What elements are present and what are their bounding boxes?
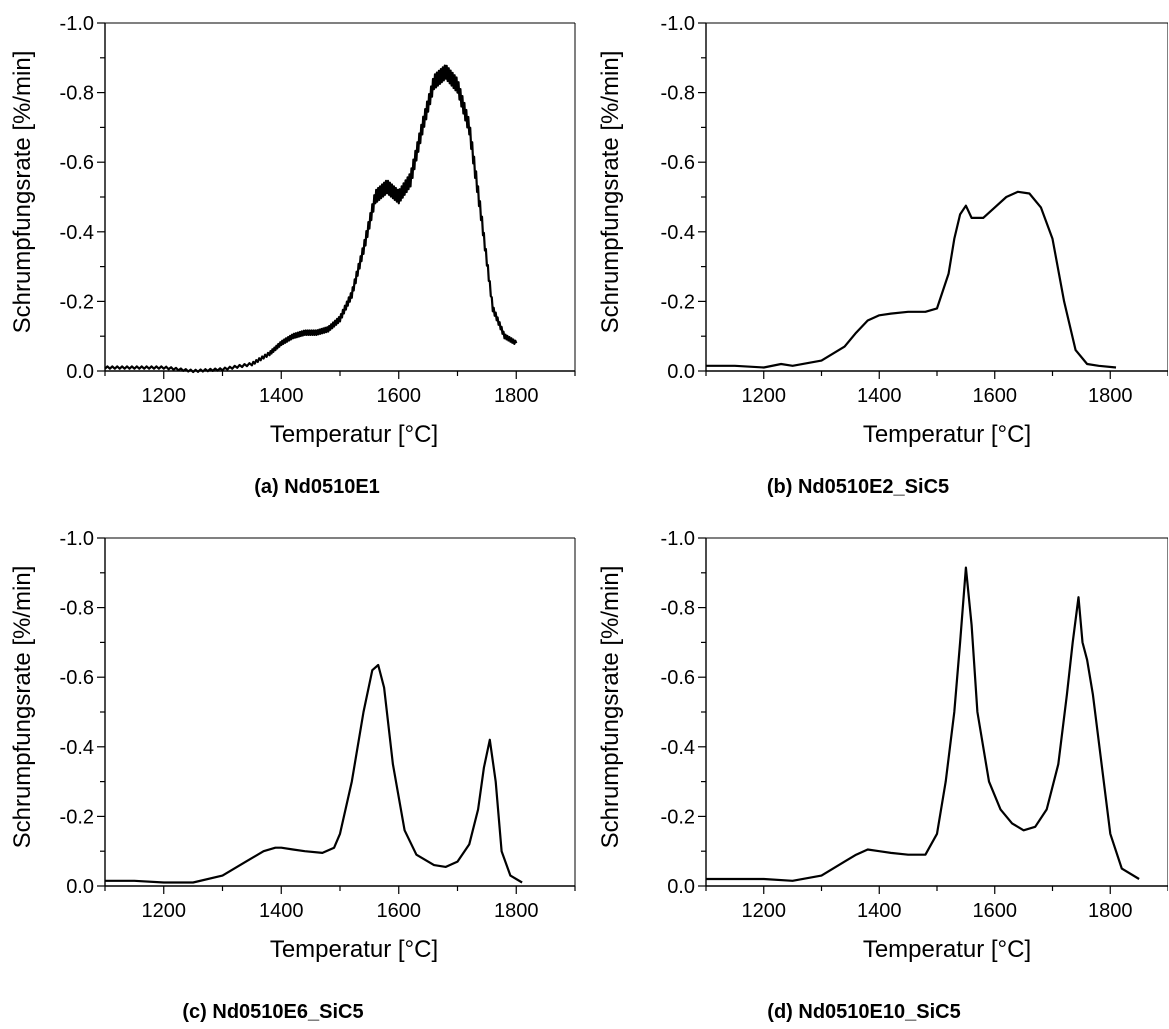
y-axis-label-a: Schrumpfungsrate [%/min] (9, 51, 36, 334)
x-tick-label-b-1800: 1800 (1088, 385, 1133, 407)
y-tick-label-d-3: -0.6 (661, 667, 695, 689)
y-tick-label-a-3: -0.6 (60, 152, 94, 174)
chart-d: 1200 1400 1600 1800 0.0 -0.2 -0.4 -0.6 -0.8 -1.0 T… (597, 528, 1168, 963)
chart-b: 1200 1400 1600 1800 0.0 -0.2 -0.4 -0.6 -0.8 -1.0 T… (597, 13, 1168, 448)
y-tick-label-b-4: -0.8 (661, 83, 695, 105)
chart-c: 1200 1400 1600 1800 0.0 -0.2 -0.4 -0.6 -0.8 -1.0 T… (9, 528, 576, 963)
caption-a: (a) Nd0510E1 (254, 476, 380, 498)
y-tick-label-b-5: -1.0 (661, 13, 695, 35)
y-tick-label-c-0: 0.0 (66, 876, 94, 898)
y-tick-label-c-1: -0.2 (60, 806, 94, 828)
x-tick-label-a-1400: 1400 (259, 385, 304, 407)
x-tick-label-d-1400: 1400 (857, 900, 902, 922)
panel-b: 1200 1400 1600 1800 0.0 -0.2 -0.4 -0.6 -0.8 -1.0 T… (584, 0, 1168, 514)
x-tick-label-b-1200: 1200 (742, 385, 787, 407)
x-axis-label-a: Temperatur [°C] (270, 421, 438, 448)
y-tick-label-c-2: -0.4 (60, 737, 94, 759)
y-axis-label-c: Schrumpfungsrate [%/min] (9, 566, 36, 849)
y-tick-label-a-0: 0.0 (66, 361, 94, 383)
y-tick-label-d-4: -0.8 (661, 598, 695, 620)
y-tick-label-d-0: 0.0 (667, 876, 695, 898)
x-tick-label-c-1800: 1800 (494, 900, 539, 922)
y-tick-label-b-1: -0.2 (661, 291, 695, 313)
x-tick-label-b-1600: 1600 (973, 385, 1018, 407)
chart-a: 1200 1400 1600 1800 0.0 -0.2 -0.4 -0.6 -0.8 -1.0 T… (9, 13, 576, 448)
series-line-a (104, 64, 518, 374)
y-tick-label-a-1: -0.2 (60, 291, 94, 313)
series-line-d (706, 566, 1140, 882)
panel-a: 1200 1400 1600 1800 0.0 -0.2 -0.4 -0.6 -0.8 -1.0 T… (0, 0, 584, 514)
x-axis-label-d: Temperatur [°C] (863, 936, 1031, 963)
x-tick-label-a-1200: 1200 (142, 385, 187, 407)
y-tick-label-c-3: -0.6 (60, 667, 94, 689)
x-tick-label-c-1400: 1400 (259, 900, 304, 922)
series-line-b (706, 190, 1117, 369)
y-axis-label-d: Schrumpfungsrate [%/min] (597, 566, 624, 849)
y-axis-label-b: Schrumpfungsrate [%/min] (597, 51, 624, 334)
caption-d: (d) Nd0510E10_SiC5 (767, 1001, 961, 1023)
y-tick-label-d-2: -0.4 (661, 737, 695, 759)
y-tick-label-b-0: 0.0 (667, 361, 695, 383)
y-tick-label-a-2: -0.4 (60, 222, 94, 244)
x-tick-label-b-1400: 1400 (857, 385, 902, 407)
caption-c: (c) Nd0510E6_SiC5 (182, 1001, 364, 1023)
x-tick-label-d-1200: 1200 (742, 900, 787, 922)
x-tick-label-d-1600: 1600 (973, 900, 1018, 922)
x-tick-label-c-1200: 1200 (142, 900, 187, 922)
y-tick-label-a-4: -0.8 (60, 83, 94, 105)
y-tick-label-a-5: -1.0 (60, 13, 94, 35)
series-line-c (105, 663, 523, 884)
y-tick-label-d-1: -0.2 (661, 806, 695, 828)
y-tick-label-c-4: -0.8 (60, 598, 94, 620)
x-tick-label-a-1800: 1800 (494, 385, 539, 407)
y-tick-label-d-5: -1.0 (661, 528, 695, 550)
caption-b: (b) Nd0510E2_SiC5 (766, 476, 950, 498)
panel-c: 1200 1400 1600 1800 0.0 -0.2 -0.4 -0.6 -0.8 -1.0 T… (0, 514, 584, 1028)
x-tick-label-a-1600: 1600 (377, 385, 422, 407)
x-axis-label-b: Temperatur [°C] (863, 421, 1031, 448)
y-tick-label-b-2: -0.4 (661, 222, 695, 244)
x-tick-label-c-1600: 1600 (377, 900, 422, 922)
x-tick-label-d-1800: 1800 (1088, 900, 1133, 922)
y-tick-label-c-5: -1.0 (60, 528, 94, 550)
y-tick-label-b-3: -0.6 (661, 152, 695, 174)
panel-d: 1200 1400 1600 1800 0.0 -0.2 -0.4 -0.6 -0.8 -1.0 T… (584, 514, 1168, 1028)
x-axis-label-c: Temperatur [°C] (270, 936, 438, 963)
